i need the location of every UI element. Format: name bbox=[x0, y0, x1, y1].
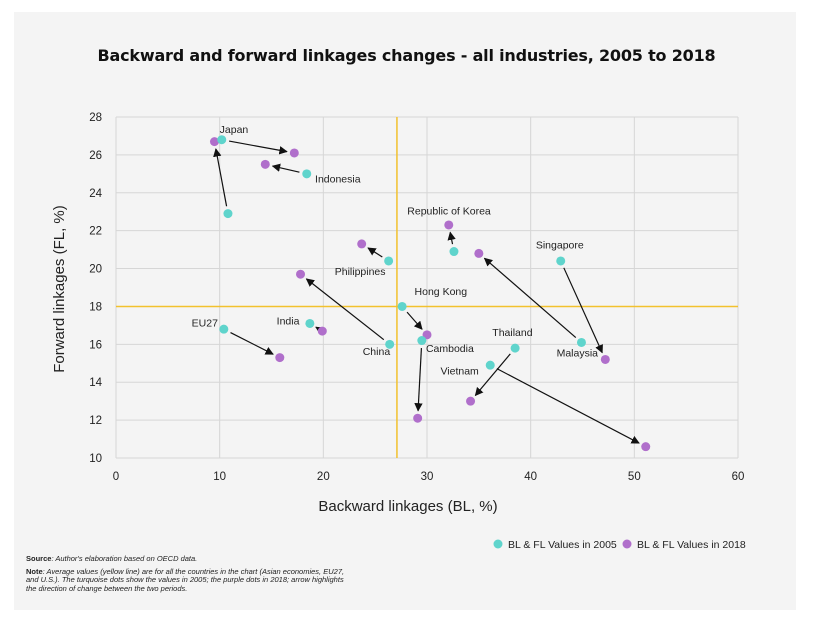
x-axis-label: Backward linkages (BL, %) bbox=[318, 498, 497, 515]
point-2005 bbox=[302, 169, 312, 179]
point-2018 bbox=[296, 269, 306, 279]
y-tick-label: 28 bbox=[89, 112, 102, 124]
change-arrow bbox=[230, 332, 274, 355]
change-arrow bbox=[213, 148, 228, 207]
country-label: India bbox=[277, 315, 300, 327]
y-tick-label: 10 bbox=[89, 453, 102, 465]
y-tick-label: 18 bbox=[89, 301, 102, 313]
country-label: Hong Kong bbox=[415, 286, 468, 298]
x-tick-label: 20 bbox=[317, 471, 330, 483]
change-arrow bbox=[496, 368, 640, 444]
point-2018 bbox=[474, 248, 484, 258]
chart-title: Backward and forward linkages changes - … bbox=[97, 46, 716, 65]
point-2005 bbox=[556, 256, 566, 266]
point-2005 bbox=[449, 247, 459, 257]
change-arrow bbox=[447, 231, 456, 245]
chart-notes: Source: Author's elaboration based on OE… bbox=[26, 554, 346, 597]
country-label: China bbox=[363, 346, 391, 358]
data-points bbox=[209, 135, 651, 452]
x-tick-label: 30 bbox=[421, 471, 434, 483]
point-2005 bbox=[384, 256, 394, 266]
y-tick-label: 24 bbox=[89, 188, 102, 200]
point-2005 bbox=[219, 324, 229, 334]
point-2018 bbox=[260, 159, 270, 169]
country-label: Malaysia bbox=[557, 348, 599, 360]
country-label: Singapore bbox=[536, 240, 584, 252]
point-2005 bbox=[576, 337, 586, 347]
x-tick-label: 0 bbox=[113, 471, 119, 483]
country-label: Vietnam bbox=[440, 366, 479, 378]
legend: BL & FL Values in 2005 BL & FL Values in… bbox=[493, 539, 746, 551]
change-arrow bbox=[483, 257, 577, 338]
country-label: Thailand bbox=[492, 327, 532, 339]
country-label: Japan bbox=[220, 124, 249, 136]
y-tick-label: 14 bbox=[89, 377, 102, 389]
point-2005 bbox=[417, 336, 427, 346]
y-tick-label: 16 bbox=[89, 339, 102, 351]
point-2018 bbox=[317, 326, 327, 336]
point-2005 bbox=[397, 301, 407, 311]
legend-marker-2018 bbox=[622, 539, 632, 549]
axis-ticks: 0 10 20 30 40 50 60 10 12 14 16 18 20 22 24 26 28 bbox=[89, 112, 744, 483]
change-arrow bbox=[563, 267, 603, 354]
x-tick-label: 10 bbox=[213, 471, 226, 483]
point-2018 bbox=[466, 396, 476, 406]
legend-label-2018: BL & FL Values in 2018 bbox=[637, 539, 746, 551]
point-2018 bbox=[413, 413, 423, 423]
point-2005 bbox=[385, 339, 395, 349]
y-tick-label: 12 bbox=[89, 415, 102, 427]
y-axis-label: Forward linkages (FL, %) bbox=[51, 205, 68, 373]
point-2018 bbox=[444, 220, 454, 230]
average-lines bbox=[116, 117, 738, 458]
legend-label-2005: BL & FL Values in 2005 bbox=[508, 539, 617, 551]
country-label: Philippines bbox=[335, 266, 386, 278]
x-tick-label: 60 bbox=[732, 471, 745, 483]
point-2018 bbox=[357, 239, 367, 249]
change-arrow bbox=[406, 311, 423, 330]
y-tick-label: 26 bbox=[89, 150, 102, 162]
point-2005 bbox=[217, 135, 227, 145]
point-2018 bbox=[422, 330, 432, 340]
point-2018 bbox=[209, 137, 219, 147]
point-2005 bbox=[485, 360, 495, 370]
y-tick-label: 20 bbox=[89, 264, 102, 276]
country-label: EU27 bbox=[192, 317, 218, 329]
point-2005 bbox=[223, 209, 233, 219]
point-2018 bbox=[600, 354, 610, 364]
note-text: Note: Average values (yellow line) are f… bbox=[26, 566, 345, 593]
y-tick-label: 22 bbox=[89, 226, 102, 238]
point-2018 bbox=[641, 442, 651, 452]
change-arrow bbox=[414, 348, 423, 412]
legend-marker-2005 bbox=[493, 539, 503, 549]
country-labels: Japan Indonesia Republic of Korea Philippin… bbox=[192, 124, 598, 378]
country-label: Republic of Korea bbox=[407, 206, 491, 218]
x-tick-label: 40 bbox=[524, 471, 537, 483]
x-tick-label: 50 bbox=[628, 471, 641, 483]
change-arrow bbox=[474, 353, 511, 397]
change-arrow bbox=[305, 278, 385, 341]
source-note: Source: Author's elaboration based on OE… bbox=[26, 554, 198, 563]
change-arrows bbox=[213, 140, 640, 444]
country-label: Indonesia bbox=[315, 173, 361, 185]
change-arrow bbox=[367, 247, 383, 258]
point-2018 bbox=[275, 353, 285, 363]
point-2005 bbox=[510, 343, 520, 353]
change-arrow bbox=[229, 140, 288, 155]
chart-panel bbox=[14, 12, 796, 610]
country-label: Cambodia bbox=[426, 343, 474, 355]
change-arrow bbox=[271, 163, 300, 173]
point-2005 bbox=[305, 318, 315, 328]
point-2018 bbox=[289, 148, 299, 158]
